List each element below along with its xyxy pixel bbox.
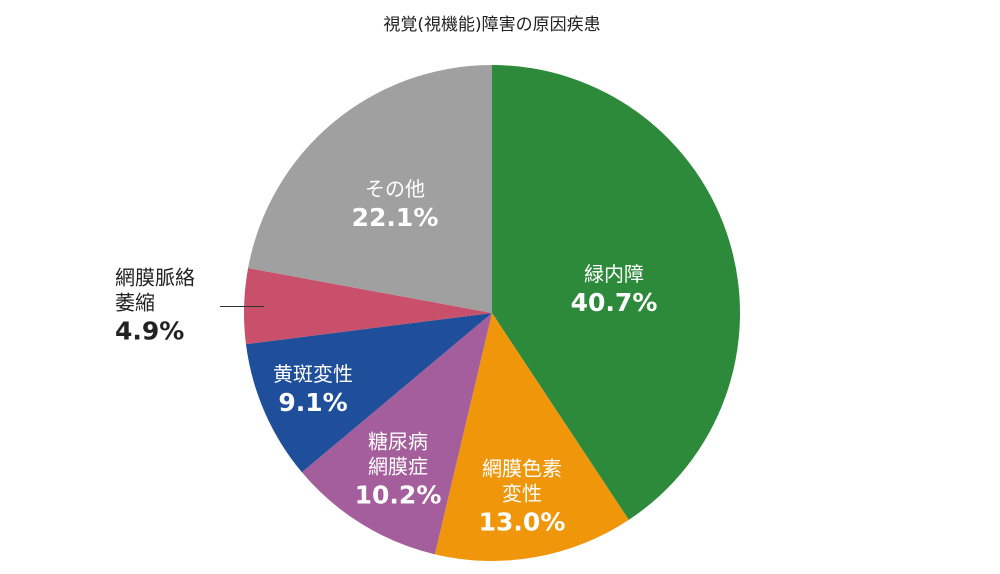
pie-slice (248, 65, 492, 313)
slice-label: 網膜脈絡 萎縮 4.9% (115, 265, 195, 346)
value-label: 40.7% (570, 287, 658, 317)
slice-label: 網膜色素 変性 13.0% (479, 456, 566, 537)
value-label: 10.2% (354, 480, 442, 510)
category-label: 網膜脈絡 萎縮 (115, 264, 195, 314)
value-label: 22.1% (351, 202, 439, 232)
category-label: 糖尿病 網膜症 (367, 429, 428, 479)
pie-slice (434, 313, 629, 561)
pie-slice (245, 313, 492, 473)
pie-slice (243, 268, 492, 345)
pie-slice (301, 313, 492, 555)
slice-label: その他 22.1% (352, 177, 439, 233)
category-label: 黄斑変性 (273, 361, 353, 386)
chart-title: 視覚(視機能)障害の原因疾患 (383, 15, 601, 35)
slice-label: 黄斑変性 9.1% (273, 362, 353, 418)
category-label: 網膜色素 変性 (481, 456, 562, 506)
pie-slice (492, 65, 740, 520)
value-label: 13.0% (478, 507, 566, 537)
value-label: 4.9% (115, 315, 185, 345)
slice-label: 糖尿病 網膜症 10.2% (355, 429, 442, 510)
value-label: 9.1% (278, 387, 348, 417)
category-label: 緑内障 (583, 261, 644, 286)
category-label: その他 (364, 176, 425, 201)
slice-label: 緑内障 40.7% (571, 262, 658, 318)
